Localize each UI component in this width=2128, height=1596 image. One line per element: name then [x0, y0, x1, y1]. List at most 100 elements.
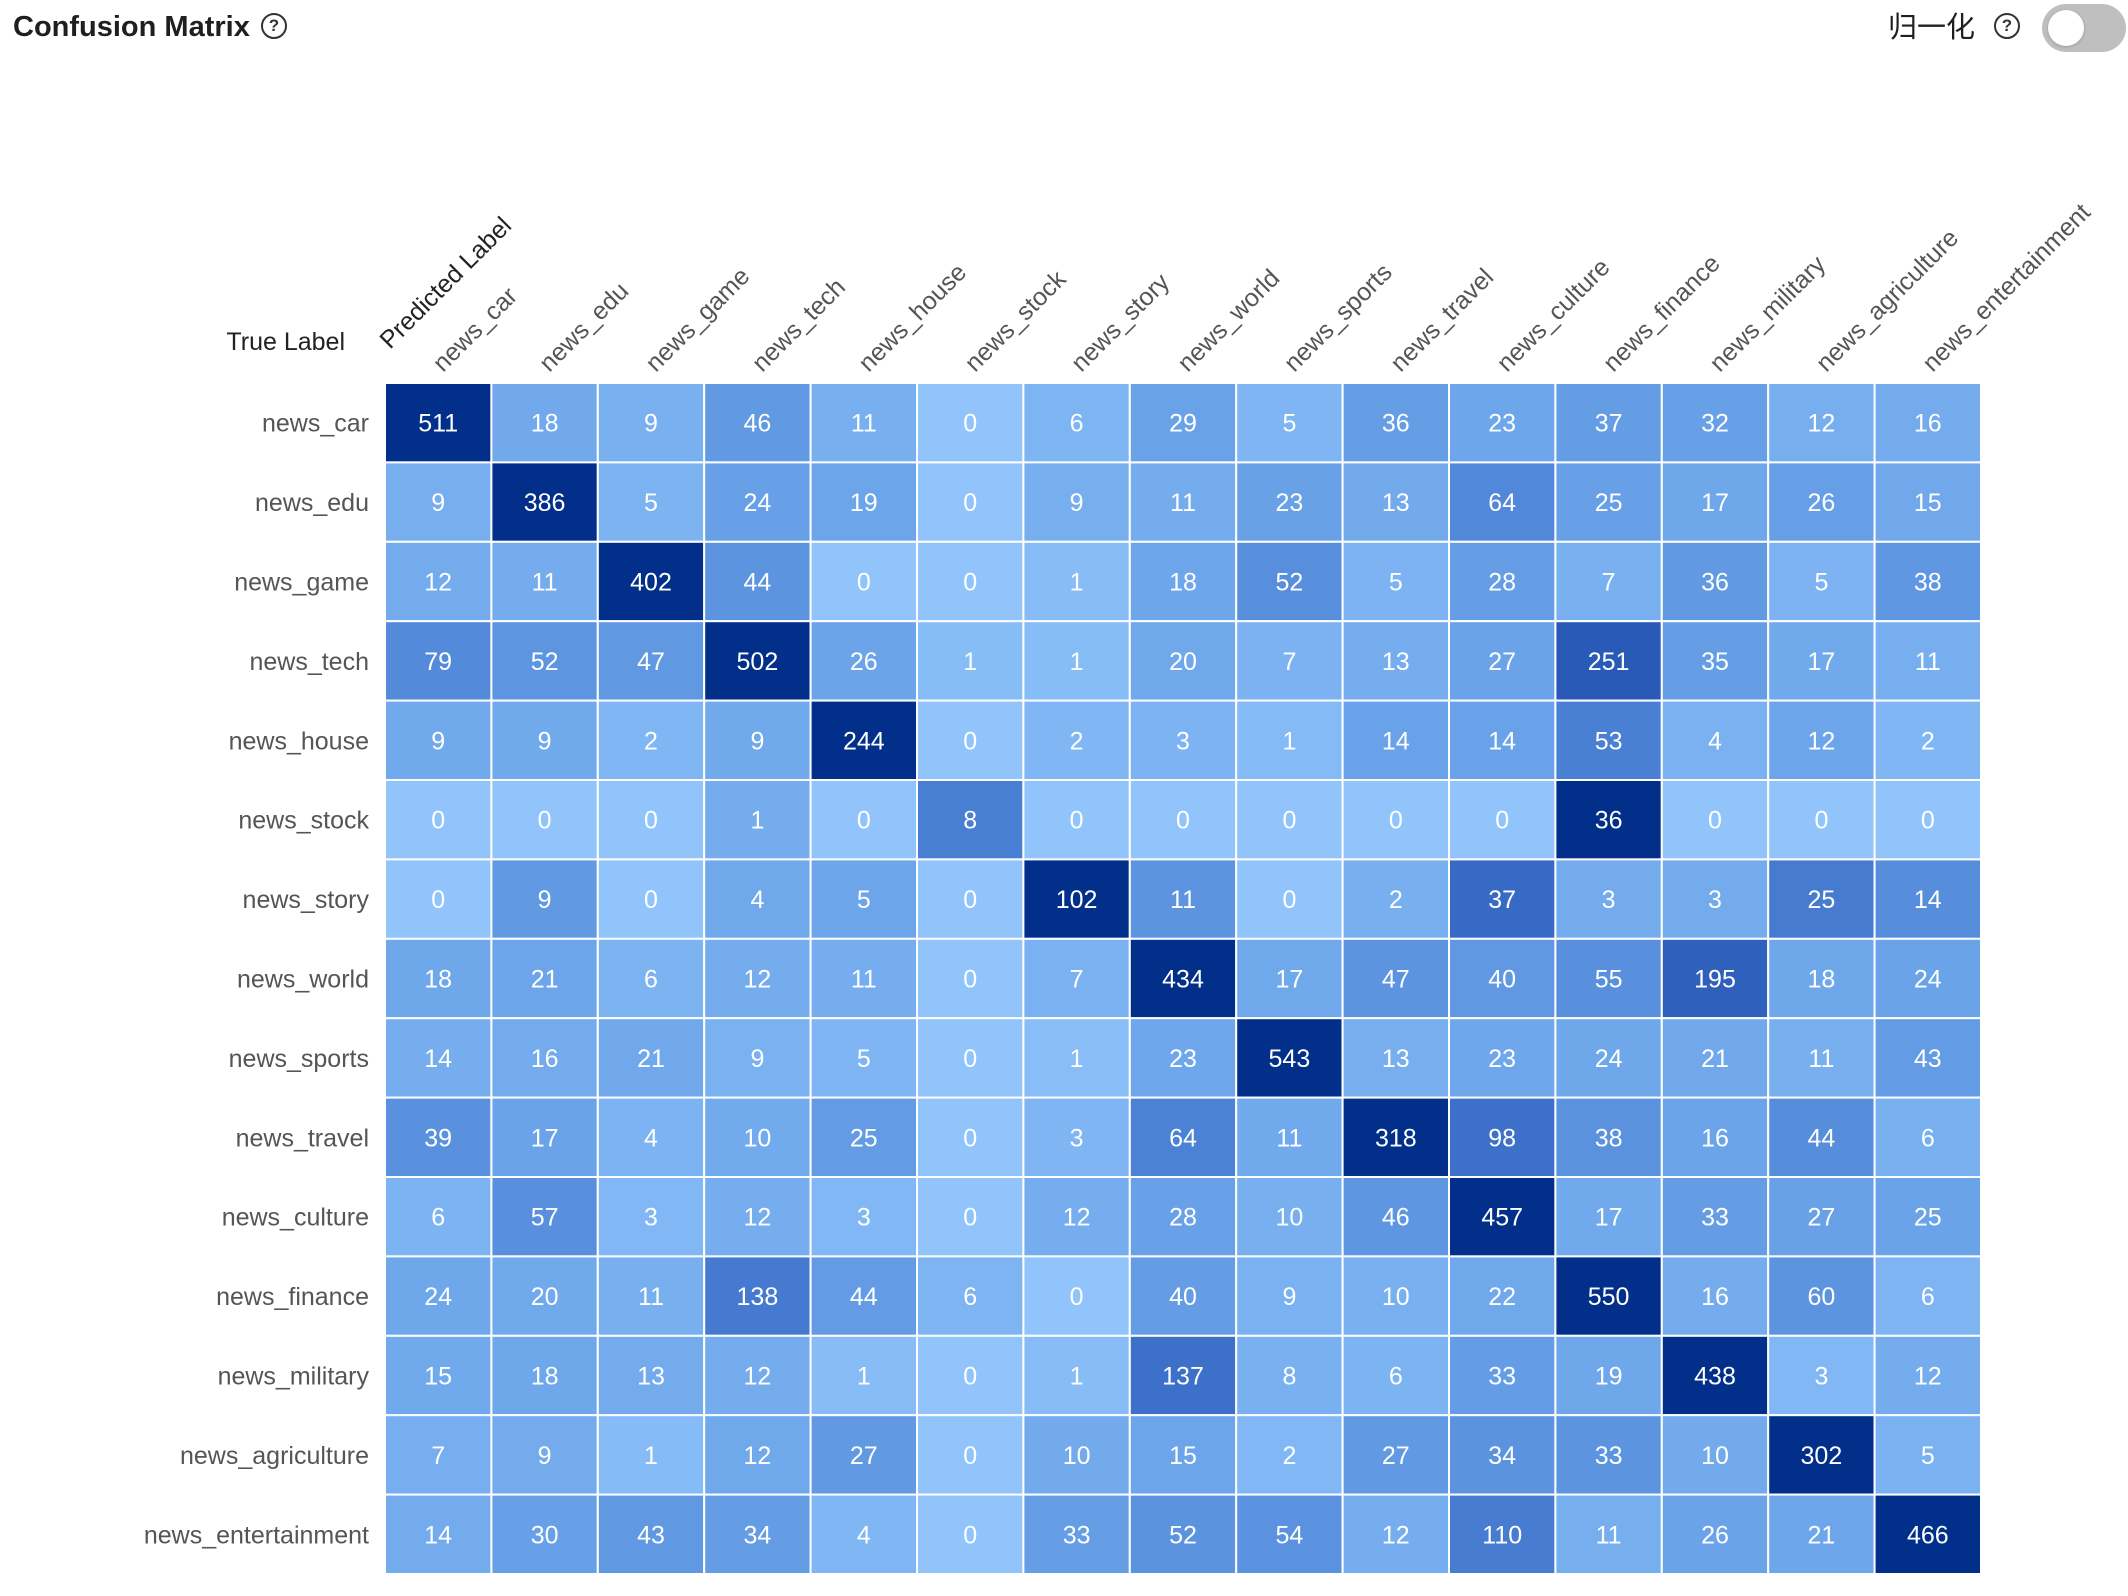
heatmap-cell[interactable] — [916, 937, 1025, 1020]
heatmap-cell[interactable] — [1873, 1334, 1982, 1417]
heatmap-cell[interactable] — [809, 382, 918, 464]
heatmap-cell[interactable] — [1022, 779, 1131, 861]
heatmap-cell[interactable] — [1341, 1096, 1450, 1178]
heatmap-cell[interactable] — [1128, 1255, 1238, 1337]
heatmap-cell[interactable] — [596, 382, 706, 464]
heatmap-cell[interactable] — [1767, 620, 1876, 702]
heatmap-cell[interactable] — [1128, 461, 1238, 543]
heatmap-cell[interactable] — [1660, 1334, 1770, 1417]
heatmap-cell[interactable] — [596, 1414, 706, 1496]
heatmap-cell[interactable] — [1660, 699, 1770, 781]
heatmap-cell[interactable] — [384, 1176, 493, 1258]
heatmap-cell[interactable] — [809, 1255, 918, 1337]
heatmap-cell[interactable] — [809, 1493, 918, 1575]
heatmap-cell[interactable] — [490, 779, 599, 861]
heatmap-cell[interactable] — [703, 382, 812, 464]
heatmap-cell[interactable] — [1660, 382, 1770, 464]
heatmap-cell[interactable] — [1022, 858, 1131, 940]
heatmap-cell[interactable] — [1128, 620, 1238, 702]
heatmap-cell[interactable] — [384, 858, 493, 940]
heatmap-cell[interactable] — [384, 699, 493, 781]
heatmap-cell[interactable] — [703, 620, 812, 702]
heatmap-cell[interactable] — [490, 937, 599, 1020]
heatmap-cell[interactable] — [1554, 382, 1663, 464]
heatmap-cell[interactable] — [1235, 1334, 1344, 1417]
heatmap-cell[interactable] — [703, 540, 812, 623]
heatmap-cell[interactable] — [1873, 1255, 1982, 1337]
heatmap-cell[interactable] — [1767, 858, 1876, 940]
heatmap-cell[interactable] — [1767, 1176, 1876, 1258]
heatmap-cell[interactable] — [1767, 1096, 1876, 1178]
heatmap-cell[interactable] — [1554, 620, 1663, 702]
heatmap-cell[interactable] — [1660, 1255, 1770, 1337]
heatmap-cell[interactable] — [1873, 1493, 1982, 1575]
heatmap-cell[interactable] — [1448, 779, 1557, 861]
heatmap-cell[interactable] — [809, 858, 918, 940]
heatmap-cell[interactable] — [1660, 1176, 1770, 1258]
heatmap-cell[interactable] — [1448, 1255, 1557, 1337]
heatmap-cell[interactable] — [1660, 779, 1770, 861]
heatmap-cell[interactable] — [490, 699, 599, 781]
heatmap-cell[interactable] — [1341, 540, 1450, 623]
heatmap-cell[interactable] — [1022, 1334, 1131, 1417]
heatmap-cell[interactable] — [384, 1017, 493, 1099]
heatmap-cell[interactable] — [809, 620, 918, 702]
heatmap-cell[interactable] — [1022, 1493, 1131, 1575]
heatmap-cell[interactable] — [1128, 1096, 1238, 1178]
heatmap-cell[interactable] — [916, 1414, 1025, 1496]
heatmap-cell[interactable] — [1873, 699, 1982, 781]
heatmap-cell[interactable] — [1767, 1414, 1876, 1496]
heatmap-cell[interactable] — [596, 1255, 706, 1337]
heatmap-cell[interactable] — [1448, 540, 1557, 623]
heatmap-cell[interactable] — [1873, 1096, 1982, 1178]
heatmap-cell[interactable] — [809, 1017, 918, 1099]
heatmap-cell[interactable] — [1873, 858, 1982, 940]
heatmap-cell[interactable] — [1767, 1334, 1876, 1417]
heatmap-cell[interactable] — [1660, 461, 1770, 543]
heatmap-cell[interactable] — [490, 540, 599, 623]
normalize-help-icon[interactable]: ? — [1994, 13, 2020, 39]
heatmap-cell[interactable] — [1660, 540, 1770, 623]
heatmap-cell[interactable] — [1022, 1414, 1131, 1496]
heatmap-cell[interactable] — [1660, 1493, 1770, 1575]
heatmap-cell[interactable] — [1554, 1414, 1663, 1496]
heatmap-cell[interactable] — [384, 1414, 493, 1496]
heatmap-cell[interactable] — [490, 620, 599, 702]
heatmap-cell[interactable] — [1767, 1255, 1876, 1337]
heatmap-cell[interactable] — [490, 1255, 599, 1337]
heatmap-cell[interactable] — [490, 1176, 599, 1258]
heatmap-cell[interactable] — [1235, 1017, 1344, 1099]
heatmap-cell[interactable] — [1554, 540, 1663, 623]
heatmap-cell[interactable] — [809, 1414, 918, 1496]
heatmap-cell[interactable] — [1448, 461, 1557, 543]
heatmap-cell[interactable] — [1022, 1176, 1131, 1258]
heatmap-cell[interactable] — [1554, 1096, 1663, 1178]
heatmap-cell[interactable] — [916, 382, 1025, 464]
heatmap-cell[interactable] — [809, 461, 918, 543]
heatmap-cell[interactable] — [809, 1176, 918, 1258]
heatmap-cell[interactable] — [1448, 1334, 1557, 1417]
heatmap-cell[interactable] — [1235, 699, 1344, 781]
heatmap-cell[interactable] — [1235, 1493, 1344, 1575]
normalize-toggle[interactable] — [2042, 4, 2126, 52]
heatmap-cell[interactable] — [1341, 1493, 1450, 1575]
heatmap-cell[interactable] — [1554, 937, 1663, 1020]
heatmap-cell[interactable] — [1554, 779, 1663, 861]
heatmap-cell[interactable] — [384, 620, 493, 702]
heatmap-cell[interactable] — [490, 1096, 599, 1178]
heatmap-cell[interactable] — [596, 620, 706, 702]
heatmap-cell[interactable] — [1128, 382, 1238, 464]
heatmap-cell[interactable] — [490, 1493, 599, 1575]
heatmap-cell[interactable] — [1341, 1017, 1450, 1099]
heatmap-cell[interactable] — [1448, 1176, 1557, 1258]
heatmap-cell[interactable] — [1660, 1017, 1770, 1099]
heatmap-cell[interactable] — [1022, 620, 1131, 702]
heatmap-cell[interactable] — [384, 382, 493, 464]
heatmap-cell[interactable] — [1767, 699, 1876, 781]
heatmap-cell[interactable] — [1767, 382, 1876, 464]
heatmap-cell[interactable] — [916, 461, 1025, 543]
heatmap-cell[interactable] — [1873, 937, 1982, 1020]
heatmap-cell[interactable] — [1448, 1493, 1557, 1575]
heatmap-cell[interactable] — [1235, 1414, 1344, 1496]
heatmap-cell[interactable] — [1767, 937, 1876, 1020]
